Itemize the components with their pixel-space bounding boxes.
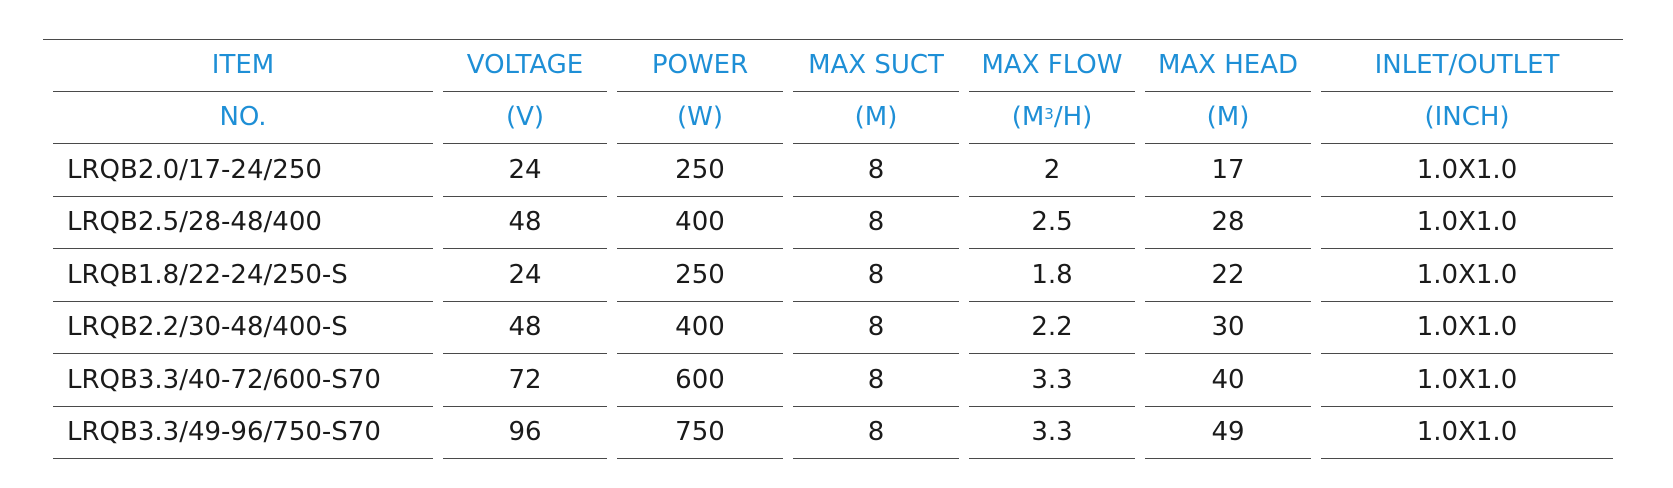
cell-power: 250 — [617, 249, 783, 302]
table-row: LRQB2.0/17-24/250 24 250 8 2 17 1.0X1.0 — [53, 144, 1623, 197]
cell-voltage: 96 — [443, 407, 607, 459]
cell-flow: 2.2 — [969, 302, 1135, 354]
unit-head: (M) — [1145, 92, 1311, 144]
cell-suct: 8 — [793, 249, 959, 302]
cell-inlet: 1.0X1.0 — [1321, 354, 1613, 407]
table-row: LRQB2.5/28-48/400 48 400 8 2.5 28 1.0X1.… — [53, 197, 1623, 249]
cell-head: 22 — [1145, 249, 1311, 302]
cell-power: 400 — [617, 197, 783, 249]
cell-suct: 8 — [793, 354, 959, 407]
cell-head: 40 — [1145, 354, 1311, 407]
cell-suct: 8 — [793, 197, 959, 249]
spec-table: ITEM VOLTAGE POWER MAX SUCT MAX FLOW MAX… — [53, 39, 1623, 459]
cell-voltage: 48 — [443, 197, 607, 249]
unit-flow-sup: 3 — [1044, 105, 1054, 124]
unit-flow: (M 3/H) — [969, 92, 1135, 144]
header-item: ITEM — [53, 39, 433, 92]
cell-voltage: 24 — [443, 144, 607, 197]
cell-voltage: 48 — [443, 302, 607, 354]
header-row-labels: ITEM VOLTAGE POWER MAX SUCT MAX FLOW MAX… — [53, 39, 1623, 92]
header-inlet-outlet: INLET/OUTLET — [1321, 39, 1613, 92]
cell-head: 49 — [1145, 407, 1311, 459]
header-row-units: NO. (V) (W) (M) (M 3/H) (M) (INCH) — [53, 92, 1623, 144]
header-max-head: MAX HEAD — [1145, 39, 1311, 92]
cell-flow: 2 — [969, 144, 1135, 197]
unit-voltage: (V) — [443, 92, 607, 144]
header-max-flow: MAX FLOW — [969, 39, 1135, 92]
unit-flow-post: /H) — [1053, 102, 1093, 133]
table-row: LRQB3.3/49-96/750-S70 96 750 8 3.3 49 1.… — [53, 407, 1623, 459]
cell-flow: 3.3 — [969, 354, 1135, 407]
cell-flow: 3.3 — [969, 407, 1135, 459]
cell-inlet: 1.0X1.0 — [1321, 144, 1613, 197]
table-row: LRQB1.8/22-24/250-S 24 250 8 1.8 22 1.0X… — [53, 249, 1623, 302]
table-top-rule — [43, 39, 1623, 40]
header-item-no: NO. — [53, 92, 433, 144]
cell-suct: 8 — [793, 407, 959, 459]
cell-flow: 2.5 — [969, 197, 1135, 249]
table-row: LRQB3.3/40-72/600-S70 72 600 8 3.3 40 1.… — [53, 354, 1623, 407]
cell-voltage: 24 — [443, 249, 607, 302]
table-row: LRQB2.2/30-48/400-S 48 400 8 2.2 30 1.0X… — [53, 302, 1623, 354]
header-max-suct: MAX SUCT — [793, 39, 959, 92]
cell-power: 400 — [617, 302, 783, 354]
cell-item: LRQB2.5/28-48/400 — [53, 197, 433, 249]
cell-item: LRQB3.3/40-72/600-S70 — [53, 354, 433, 407]
cell-head: 17 — [1145, 144, 1311, 197]
unit-flow-pre: (M — [1011, 102, 1045, 133]
cell-item: LRQB3.3/49-96/750-S70 — [53, 407, 433, 459]
header-power: POWER — [617, 39, 783, 92]
unit-suct: (M) — [793, 92, 959, 144]
cell-inlet: 1.0X1.0 — [1321, 302, 1613, 354]
cell-power: 250 — [617, 144, 783, 197]
unit-power: (W) — [617, 92, 783, 144]
cell-inlet: 1.0X1.0 — [1321, 249, 1613, 302]
cell-inlet: 1.0X1.0 — [1321, 197, 1613, 249]
cell-suct: 8 — [793, 144, 959, 197]
cell-power: 600 — [617, 354, 783, 407]
cell-voltage: 72 — [443, 354, 607, 407]
cell-head: 28 — [1145, 197, 1311, 249]
header-voltage: VOLTAGE — [443, 39, 607, 92]
cell-item: LRQB2.2/30-48/400-S — [53, 302, 433, 354]
cell-head: 30 — [1145, 302, 1311, 354]
unit-inlet: (INCH) — [1321, 92, 1613, 144]
cell-flow: 1.8 — [969, 249, 1135, 302]
cell-suct: 8 — [793, 302, 959, 354]
cell-power: 750 — [617, 407, 783, 459]
cell-item: LRQB1.8/22-24/250-S — [53, 249, 433, 302]
cell-inlet: 1.0X1.0 — [1321, 407, 1613, 459]
cell-item: LRQB2.0/17-24/250 — [53, 144, 433, 197]
